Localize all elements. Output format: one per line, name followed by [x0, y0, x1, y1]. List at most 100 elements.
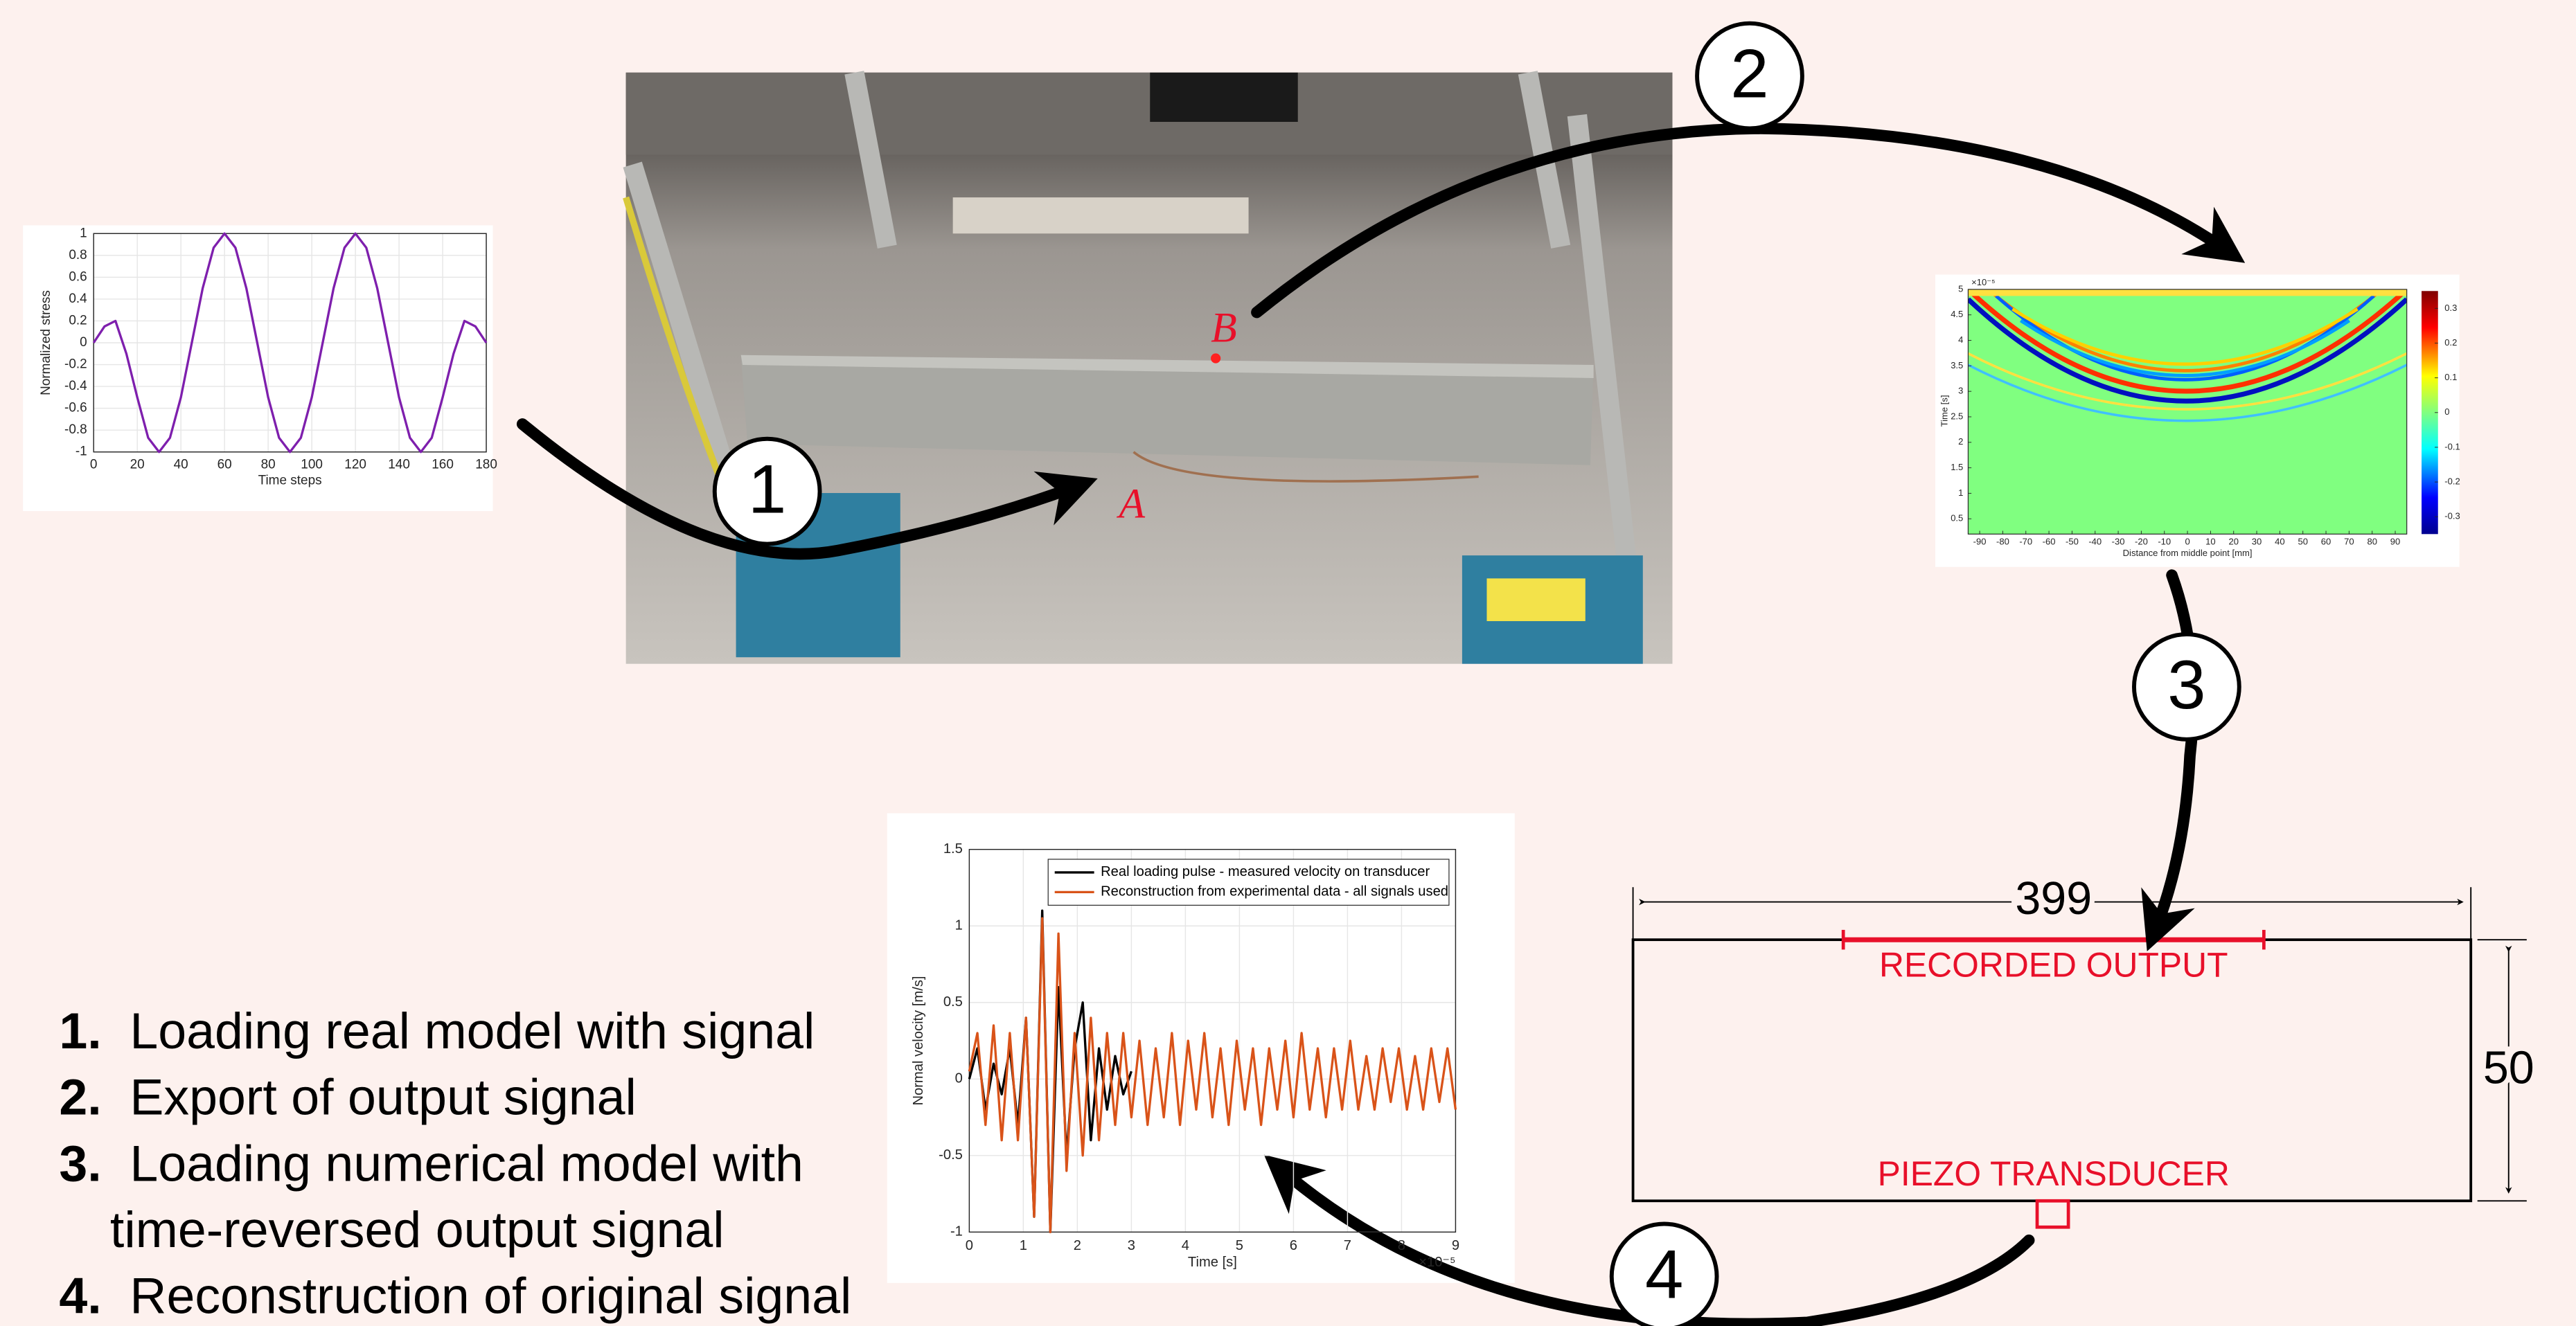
x-tick-label: -80 — [1996, 537, 2009, 547]
x-tick-label: 20 — [130, 458, 145, 472]
colorbar-tick-label: 0.2 — [2444, 337, 2457, 348]
y-tick-label: 0.2 — [69, 313, 87, 328]
x-tick-label: 90 — [2390, 537, 2401, 547]
point-b-label: B — [1211, 305, 1237, 352]
colorbar-tick-label: 0.3 — [2444, 303, 2457, 313]
x-tick-label: 160 — [432, 458, 454, 472]
x-tick-label: 30 — [2252, 537, 2262, 547]
colorbar-tick-label: -0.2 — [2444, 476, 2460, 487]
step-text: Loading numerical model with — [130, 1134, 803, 1192]
y-tick-label: -0.4 — [64, 379, 87, 393]
y-tick-label: 3 — [1958, 386, 1963, 396]
y-tick-label: 0 — [80, 335, 87, 350]
step-number: 4. — [59, 1266, 101, 1324]
colorbar-tick-label: 0 — [2444, 406, 2449, 417]
x-tick-label: 40 — [174, 458, 188, 472]
y-tick-label: 0.5 — [1951, 513, 1963, 523]
y-tick-label: -0.8 — [64, 422, 87, 437]
x-axis-label: Distance from middle point [mm] — [2123, 548, 2253, 558]
x-tick-label: 7 — [1344, 1238, 1351, 1253]
y-tick-label: 2.5 — [1951, 411, 1963, 421]
x-tick-label: 20 — [2228, 537, 2239, 547]
x-tick-label: -60 — [2043, 537, 2056, 547]
step-badge-number: 2 — [1730, 36, 1768, 113]
x-tick-label: 6 — [1290, 1238, 1297, 1253]
step-number: 1. — [59, 1002, 101, 1059]
colorbar-tick-label: 0.1 — [2444, 372, 2457, 382]
x-tick-label: 1 — [1020, 1238, 1027, 1253]
step-text: Export of output signal — [130, 1068, 637, 1126]
x-tick-label: 0 — [2185, 537, 2189, 547]
legend-label: Real loading pulse - measured velocity o… — [1101, 864, 1430, 879]
x-tick-label: 2 — [1074, 1238, 1081, 1253]
step-text: Loading real model with signal — [130, 1002, 815, 1059]
step-text: Reconstruction of original signal — [130, 1266, 851, 1324]
step-number: 3. — [59, 1134, 101, 1192]
height-label: 50 — [2483, 1042, 2534, 1093]
y-tick-label: 2 — [1958, 436, 1963, 447]
x-tick-label: 5 — [1236, 1238, 1243, 1253]
x-tick-label: -30 — [2112, 537, 2125, 547]
x-tick-label: 100 — [301, 458, 323, 472]
colorbar-tick-label: -0.3 — [2444, 511, 2460, 521]
x-tick-label: 9 — [1452, 1238, 1459, 1253]
x-tick-label: -70 — [2019, 537, 2032, 547]
x-tick-label: 0 — [966, 1238, 973, 1253]
x-tick-label: 3 — [1128, 1238, 1135, 1253]
x-tick-label: 140 — [388, 458, 410, 472]
x-tick-label: 70 — [2344, 537, 2354, 547]
y-tick-label: 4 — [1958, 334, 1963, 345]
y-axis-label: Normal velocity [m/s] — [911, 976, 926, 1105]
x-tick-label: 80 — [2367, 537, 2377, 547]
x-tick-label: 8 — [1398, 1238, 1405, 1253]
y-tick-label: 1.5 — [1951, 462, 1963, 472]
x-axis-label: Time [s] — [1188, 1255, 1237, 1270]
y-tick-label: -1 — [75, 445, 87, 459]
x-tick-label: 4 — [1182, 1238, 1189, 1253]
y-exponent: ×10⁻⁵ — [1971, 277, 1995, 287]
y-tick-label: -0.5 — [939, 1147, 963, 1163]
recorded-output-label: RECORDED OUTPUT — [1879, 946, 2228, 985]
x-exponent: ×10⁻⁵ — [1419, 1255, 1455, 1270]
x-tick-label: -50 — [2066, 537, 2079, 547]
diagram: B A 399 50 RECORDED OUTPUT PIEZO TRANSDU… — [0, 0, 2576, 1326]
y-tick-label: -1 — [950, 1224, 963, 1239]
y-tick-label: 4.5 — [1951, 309, 1963, 319]
x-tick-label: 0 — [90, 458, 98, 472]
y-tick-label: 1 — [80, 226, 87, 240]
x-tick-label: 60 — [2321, 537, 2331, 547]
x-tick-label: 180 — [475, 458, 497, 472]
step-text: time-reversed output signal — [110, 1201, 725, 1258]
y-axis-label: Time [s] — [1939, 395, 1950, 427]
y-tick-label: -0.2 — [64, 357, 87, 372]
x-tick-label: 10 — [2205, 537, 2216, 547]
y-tick-label: 0.4 — [69, 292, 87, 306]
step-badge-number: 4 — [1645, 1236, 1683, 1313]
y-tick-label: 5 — [1958, 283, 1963, 294]
y-tick-label: -0.6 — [64, 401, 87, 415]
y-tick-label: 0 — [955, 1071, 963, 1086]
step-badge-number: 1 — [748, 451, 786, 528]
y-tick-label: 0.8 — [69, 248, 87, 262]
step-number: 2. — [59, 1068, 101, 1126]
x-tick-label: -90 — [1973, 537, 1987, 547]
legend-label: Reconstruction from experimental data - … — [1101, 884, 1448, 899]
x-tick-label: -40 — [2088, 537, 2102, 547]
step-badge-number: 3 — [2167, 647, 2205, 724]
x-tick-label: -20 — [2135, 537, 2148, 547]
x-tick-label: 120 — [344, 458, 366, 472]
width-label: 399 — [2015, 873, 2092, 924]
photo — [626, 73, 1673, 664]
x-tick-label: 60 — [217, 458, 232, 472]
piezo-label: PIEZO TRANSDUCER — [1878, 1154, 2230, 1193]
y-tick-label: 3.5 — [1951, 360, 1963, 370]
colorbar-tick-label: -0.1 — [2444, 441, 2460, 451]
page: {"steps":[{"number":"1.","lines":["Loadi… — [0, 0, 2576, 1326]
y-tick-label: 1 — [955, 918, 963, 933]
heatmap-image — [1968, 289, 2406, 534]
point-a-label: A — [1116, 481, 1145, 528]
x-axis-label: Time steps — [258, 473, 322, 487]
x-tick-label: -10 — [2158, 537, 2171, 547]
y-axis-label: Normalized stress — [39, 290, 53, 395]
y-tick-label: 0.5 — [943, 994, 963, 1010]
